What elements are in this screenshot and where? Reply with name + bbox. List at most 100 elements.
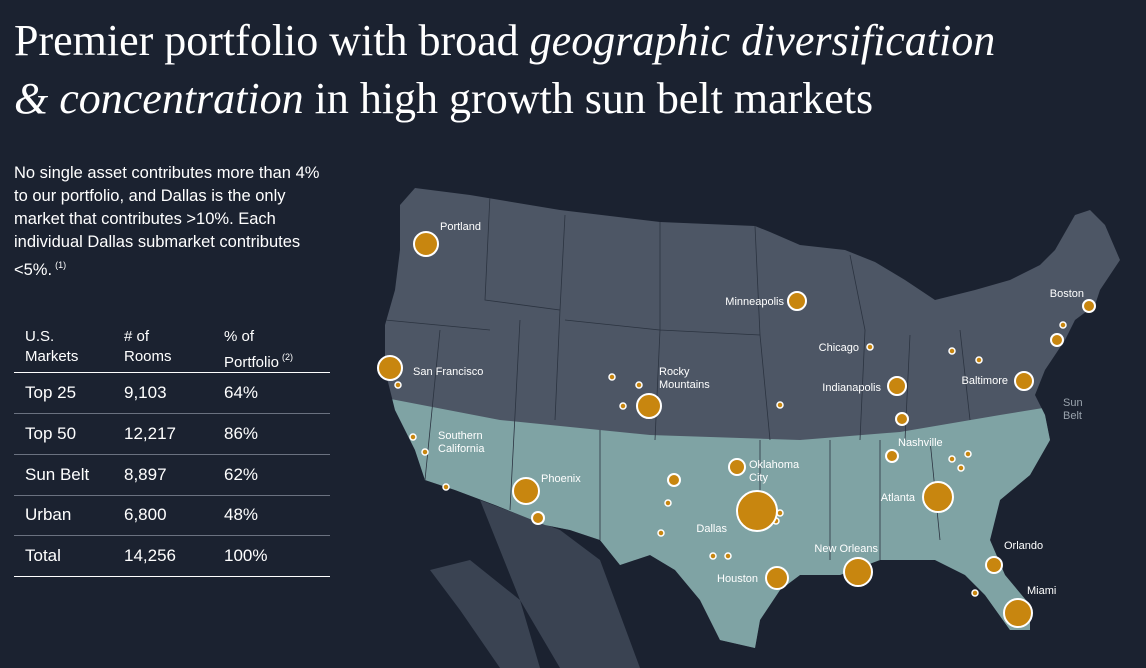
table-cell: 86% bbox=[224, 423, 259, 443]
market-marker bbox=[895, 412, 909, 426]
market-label: Minneapolis bbox=[725, 296, 784, 308]
market-label-line: Indianapolis bbox=[822, 382, 881, 394]
market-label-line: Baltimore bbox=[962, 375, 1008, 387]
market-label-line: Boston bbox=[1050, 288, 1084, 300]
market-label-line: Minneapolis bbox=[725, 296, 784, 308]
neighbor-land bbox=[430, 500, 640, 668]
table-cell: 6,800 bbox=[124, 505, 167, 525]
market-label-line: Southern bbox=[438, 430, 483, 442]
market-marker bbox=[421, 448, 429, 456]
market-marker bbox=[948, 347, 956, 355]
intro-text: No single asset contributes more than 4%… bbox=[14, 164, 320, 279]
rule bbox=[14, 494, 330, 496]
region-label-line: Sun bbox=[1063, 397, 1083, 409]
column-header-line: U.S. bbox=[25, 328, 55, 345]
market-marker bbox=[885, 449, 899, 463]
market-label-line: Chicago bbox=[819, 342, 859, 354]
market-label: Southern California bbox=[438, 430, 485, 455]
market-label: San Francisco bbox=[413, 366, 483, 378]
footnote: (1) bbox=[55, 260, 67, 270]
market-label: Portland bbox=[440, 221, 481, 233]
market-marker bbox=[636, 393, 662, 419]
market-marker bbox=[394, 381, 402, 389]
market-marker bbox=[709, 552, 717, 560]
market-label: Atlanta bbox=[881, 492, 916, 504]
table-cell: Top 50 bbox=[25, 423, 77, 443]
title-segment: & concentration bbox=[14, 74, 304, 123]
market-marker bbox=[922, 481, 954, 513]
market-marker bbox=[957, 464, 965, 472]
column-header-line: Rooms bbox=[124, 348, 172, 365]
table-cell: Total bbox=[25, 546, 61, 566]
market-marker bbox=[1003, 598, 1033, 628]
column-header: % of Portfolio (2) bbox=[224, 327, 293, 373]
table-cell: Top 25 bbox=[25, 383, 77, 402]
market-marker bbox=[971, 589, 979, 597]
region-label-line: Belt bbox=[1063, 410, 1082, 422]
intro: No single asset contributes more than 4%… bbox=[14, 162, 334, 282]
market-label-line: Mountains bbox=[659, 379, 710, 391]
market-label: Miami bbox=[1027, 585, 1056, 597]
column-header-line: Markets bbox=[25, 348, 79, 365]
column-header-line: Portfolio bbox=[224, 354, 280, 371]
market-marker bbox=[964, 450, 972, 458]
market-label-line: Rocky bbox=[659, 366, 690, 378]
market-label-line: Oklahoma bbox=[749, 459, 800, 471]
market-marker bbox=[1082, 299, 1096, 313]
market-marker bbox=[1059, 321, 1067, 329]
market-marker bbox=[948, 455, 956, 463]
table-cell: 8,897 bbox=[124, 464, 167, 484]
market-marker bbox=[1050, 333, 1064, 347]
rule bbox=[14, 576, 330, 578]
title-segment: geographic diversification bbox=[529, 16, 996, 65]
market-marker bbox=[787, 291, 807, 311]
column-header: # of Rooms bbox=[124, 327, 172, 367]
market-label-line: Dallas bbox=[696, 523, 727, 535]
footnote: (2) bbox=[282, 352, 294, 362]
column-header-line: # of bbox=[124, 328, 150, 345]
market-label-line: Orlando bbox=[1004, 540, 1043, 552]
title: Premier portfolio with broad geographic d… bbox=[14, 12, 1114, 128]
rule bbox=[14, 413, 330, 414]
market-label: Rocky Mountains bbox=[659, 366, 710, 391]
market-label: New Orleans bbox=[814, 543, 878, 555]
market-label-line: Miami bbox=[1027, 585, 1056, 597]
market-marker bbox=[765, 566, 789, 590]
market-label: Houston bbox=[717, 573, 758, 585]
table-cell: 64% bbox=[224, 383, 259, 402]
column-header-line: % of bbox=[224, 328, 255, 345]
table-cell: 14,256 bbox=[124, 546, 176, 566]
market-label: Orlando bbox=[1004, 540, 1043, 552]
market-marker bbox=[531, 511, 545, 525]
market-marker bbox=[975, 356, 983, 364]
market-label-line: Nashville bbox=[898, 437, 943, 449]
table-cell: Sun Belt bbox=[25, 464, 90, 484]
market-marker bbox=[442, 483, 450, 491]
market-label: Boston bbox=[1050, 288, 1084, 300]
market-marker bbox=[608, 373, 616, 381]
market-marker bbox=[619, 402, 627, 410]
market-label: Baltimore bbox=[962, 375, 1008, 387]
market-marker bbox=[985, 556, 1003, 574]
table-cell: 62% bbox=[224, 464, 259, 484]
region-label: Sun Belt bbox=[1063, 397, 1083, 422]
market-label: Phoenix bbox=[541, 473, 581, 485]
market-marker bbox=[657, 529, 665, 537]
table-cell: 9,103 bbox=[124, 383, 167, 402]
market-marker bbox=[1014, 371, 1034, 391]
table-cell: 48% bbox=[224, 505, 259, 525]
title-segment: Premier portfolio with broad bbox=[14, 16, 519, 65]
market-label-line: Atlanta bbox=[881, 492, 916, 504]
rule bbox=[14, 372, 330, 373]
table-cell: 100% bbox=[224, 546, 268, 566]
market-label-line: City bbox=[749, 472, 768, 484]
table-cell: Urban bbox=[25, 505, 72, 525]
market-marker bbox=[413, 231, 439, 257]
market-label-line: Houston bbox=[717, 573, 758, 585]
market-label-line: Portland bbox=[440, 221, 481, 233]
market-marker bbox=[512, 477, 540, 505]
market-label-line: California bbox=[438, 443, 485, 455]
markers: Portland San Francisco Southern California P… bbox=[377, 221, 1096, 628]
market-label: Indianapolis bbox=[822, 382, 881, 394]
